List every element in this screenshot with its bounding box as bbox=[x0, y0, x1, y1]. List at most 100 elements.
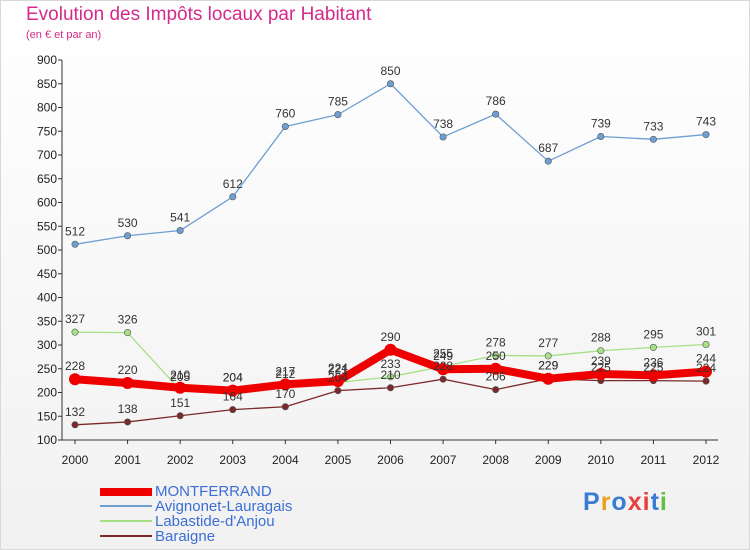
data-point-labastide-d-anjou bbox=[544, 352, 552, 360]
x-tick-label: 2001 bbox=[114, 453, 141, 467]
data-point-montferrand bbox=[437, 363, 450, 376]
data-label-labastide-d-anjou: 255 bbox=[433, 346, 453, 360]
data-point-montferrand bbox=[384, 343, 397, 356]
logo-letter: i bbox=[642, 488, 651, 516]
data-point-baraigne bbox=[281, 403, 289, 411]
data-label-avignonet-lauragais: 733 bbox=[643, 119, 663, 133]
data-label-baraigne: 138 bbox=[118, 402, 138, 416]
data-point-baraigne bbox=[439, 375, 447, 383]
data-point-montferrand bbox=[174, 381, 187, 394]
data-point-labastide-d-anjou bbox=[597, 347, 605, 355]
data-point-baraigne bbox=[386, 384, 394, 392]
x-tick-label: 2004 bbox=[272, 453, 299, 467]
data-label-montferrand: 290 bbox=[380, 330, 400, 344]
data-point-montferrand bbox=[700, 365, 712, 378]
data-point-labastide-d-anjou bbox=[492, 351, 500, 359]
x-tick-label: 2002 bbox=[167, 453, 194, 467]
data-point-montferrand bbox=[542, 372, 555, 385]
legend-label-baraigne: Baraigne bbox=[155, 528, 216, 545]
y-tick-label: 750 bbox=[37, 124, 57, 138]
legend-swatch-baraigne bbox=[100, 535, 152, 537]
data-point-avignonet-lauragais bbox=[281, 123, 289, 131]
data-label-baraigne: 170 bbox=[275, 387, 295, 401]
data-point-avignonet-lauragais bbox=[71, 240, 79, 248]
data-label-montferrand: 249 bbox=[433, 349, 453, 363]
data-point-labastide-d-anjou bbox=[386, 373, 394, 381]
data-label-baraigne: 206 bbox=[486, 370, 506, 384]
data-point-labastide-d-anjou bbox=[649, 343, 657, 351]
x-tick-label: 2007 bbox=[430, 453, 457, 467]
legend-swatch-avignonet bbox=[100, 505, 152, 507]
data-label-montferrand: 244 bbox=[696, 352, 716, 366]
data-point-montferrand bbox=[489, 362, 502, 375]
legend-label-avignonet: Avignonet-Lauragais bbox=[155, 498, 293, 515]
data-label-avignonet-lauragais: 739 bbox=[591, 116, 611, 130]
y-tick-label: 100 bbox=[37, 433, 57, 447]
data-label-labastide-d-anjou: 288 bbox=[591, 331, 611, 345]
data-label-baraigne: 132 bbox=[65, 405, 85, 419]
y-tick-label: 500 bbox=[37, 243, 57, 257]
legend-label-labastide: Labastide-d'Anjou bbox=[155, 513, 275, 530]
x-tick-label: 2005 bbox=[325, 453, 352, 467]
data-label-labastide-d-anjou: 295 bbox=[643, 327, 663, 341]
data-point-baraigne bbox=[492, 386, 500, 394]
y-tick-label: 900 bbox=[37, 53, 57, 67]
data-label-baraigne: 164 bbox=[223, 390, 243, 404]
data-point-avignonet-lauragais bbox=[176, 227, 184, 235]
data-point-baraigne bbox=[176, 412, 184, 420]
x-tick-label: 2008 bbox=[482, 453, 509, 467]
data-label-labastide-d-anjou: 205 bbox=[170, 370, 190, 384]
data-point-avignonet-lauragais bbox=[544, 157, 552, 165]
logo-letter: r bbox=[600, 488, 612, 516]
data-point-avignonet-lauragais bbox=[649, 135, 657, 143]
data-label-avignonet-lauragais: 530 bbox=[118, 216, 138, 230]
data-point-labastide-d-anjou bbox=[702, 341, 710, 349]
series-layer bbox=[69, 80, 712, 429]
data-label-montferrand: 217 bbox=[275, 364, 295, 378]
data-point-avignonet-lauragais bbox=[386, 80, 394, 88]
y-tick-label: 450 bbox=[37, 267, 57, 281]
logo-letter: i bbox=[659, 488, 668, 516]
data-point-montferrand bbox=[594, 367, 607, 380]
x-tick-label: 2006 bbox=[377, 453, 404, 467]
data-point-montferrand bbox=[279, 378, 292, 391]
data-label-avignonet-lauragais: 512 bbox=[65, 224, 85, 238]
data-point-baraigne bbox=[124, 418, 132, 426]
value-labels: 132 138 151 164 170 204 210 228 206 229 225 225 224 3… bbox=[65, 64, 716, 419]
data-label-montferrand: 229 bbox=[538, 359, 558, 373]
legend-item-baraigne: Baraigne bbox=[100, 528, 420, 545]
y-tick-label: 300 bbox=[37, 338, 57, 352]
data-label-avignonet-lauragais: 612 bbox=[223, 177, 243, 191]
data-point-baraigne bbox=[71, 421, 79, 429]
y-tick-label: 700 bbox=[37, 148, 57, 162]
data-label-labastide-d-anjou: 212 bbox=[275, 367, 295, 381]
data-point-avignonet-lauragais bbox=[334, 111, 342, 119]
legend-label-montferrand: MONTFERRAND bbox=[155, 483, 272, 500]
y-tick-label: 150 bbox=[37, 409, 57, 423]
x-tick-label: 2010 bbox=[587, 453, 614, 467]
data-label-labastide-d-anjou: 327 bbox=[65, 312, 85, 326]
logo-letter: t bbox=[650, 488, 660, 516]
legend-swatch-labastide bbox=[100, 520, 152, 522]
x-tick-label: 2009 bbox=[535, 453, 562, 467]
proxiti-logo: Proxiti bbox=[583, 488, 668, 517]
data-label-avignonet-lauragais: 760 bbox=[275, 107, 295, 121]
data-point-avignonet-lauragais bbox=[492, 110, 500, 118]
data-label-baraigne: 204 bbox=[328, 371, 348, 385]
data-point-avignonet-lauragais bbox=[702, 131, 710, 139]
chart-subtitle: (en € et par an) bbox=[26, 29, 102, 41]
x-tick-label: 2011 bbox=[641, 453, 667, 467]
data-label-labastide-d-anjou: 233 bbox=[380, 357, 400, 371]
data-label-baraigne: 225 bbox=[591, 361, 611, 375]
data-label-baraigne: 224 bbox=[696, 361, 716, 375]
data-label-labastide-d-anjou: 221 bbox=[328, 363, 348, 377]
data-label-labastide-d-anjou: 277 bbox=[538, 336, 558, 350]
data-point-montferrand bbox=[647, 369, 660, 382]
data-label-montferrand: 224 bbox=[328, 361, 348, 375]
data-point-baraigne bbox=[229, 406, 237, 414]
data-label-baraigne: 228 bbox=[433, 359, 453, 373]
data-label-montferrand: 210 bbox=[170, 368, 190, 382]
data-point-labastide-d-anjou bbox=[124, 329, 132, 337]
